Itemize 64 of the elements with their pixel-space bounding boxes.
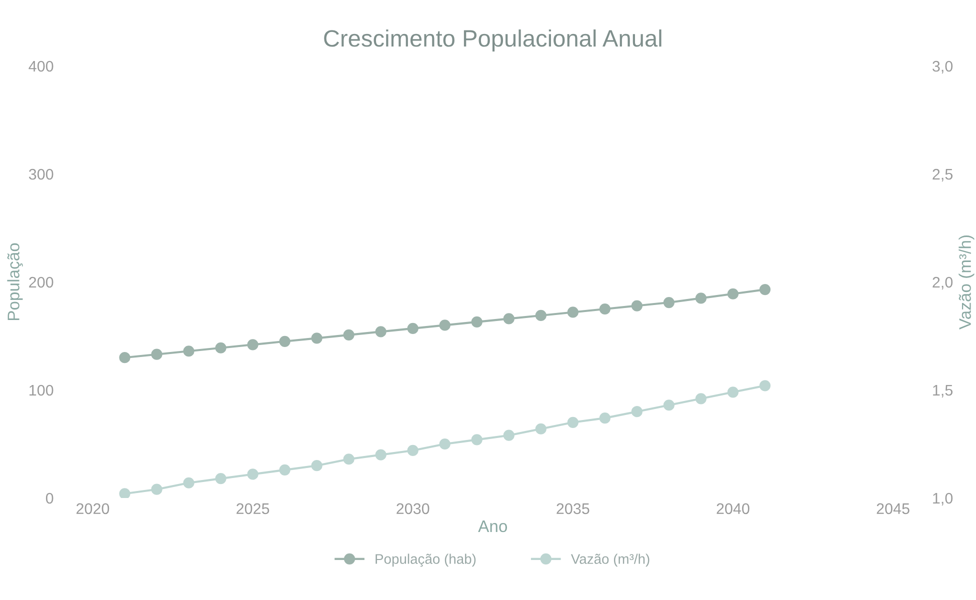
point (215, 473, 226, 484)
legend-label: Vazão (m³/h) (570, 554, 650, 567)
point (567, 306, 578, 318)
point (119, 488, 130, 498)
point (311, 460, 322, 472)
point (247, 339, 258, 350)
legend-label: População (hab) (376, 554, 476, 567)
point (535, 310, 546, 322)
chart-title: Crescimento Populacional Anual (324, 29, 662, 52)
y2-tick-label: 3,0 (932, 60, 953, 74)
point (343, 454, 354, 465)
point (759, 380, 771, 392)
point (471, 434, 482, 446)
point (727, 288, 739, 300)
point (631, 406, 642, 418)
point (727, 386, 739, 398)
point (503, 313, 514, 324)
point (503, 430, 514, 441)
point (279, 336, 290, 347)
point (663, 400, 675, 411)
point (151, 484, 162, 495)
point (407, 444, 418, 456)
x-tick-label: 2045 (876, 503, 910, 514)
point (663, 296, 675, 308)
x-tick-label: 2035 (556, 503, 590, 514)
x-tick-label: 2020 (76, 503, 110, 514)
y2-tick-label: 2,5 (932, 168, 953, 182)
y-tick-label: 200 (29, 276, 54, 288)
point (599, 303, 610, 315)
point (183, 477, 194, 488)
y-tick-label: 400 (28, 60, 54, 72)
x-tick-label: 2030 (396, 503, 430, 514)
point (599, 412, 610, 424)
point (695, 393, 707, 404)
y2-tick-label: 2,0 (932, 276, 953, 290)
point (119, 352, 130, 364)
y-tick-label: 0 (46, 492, 54, 504)
point (407, 322, 418, 334)
point (439, 438, 450, 450)
point (151, 348, 162, 360)
x-tick-label: 2025 (236, 503, 270, 514)
y2-tick-label: 1,5 (933, 385, 953, 398)
y2-axis-title: Vazão (m³/h) (958, 235, 974, 330)
y-axis-title: População (7, 243, 23, 320)
point (247, 468, 258, 480)
point (215, 342, 226, 354)
point (631, 300, 642, 312)
point (343, 329, 354, 340)
point (439, 320, 450, 331)
point (759, 284, 771, 296)
point (311, 332, 322, 344)
x-tick-label: 2040 (716, 503, 750, 514)
x-axis-title: Ano (478, 520, 508, 532)
y-tick-label: 300 (28, 168, 54, 180)
point (375, 449, 386, 460)
point (471, 316, 482, 328)
point (279, 464, 290, 476)
point (567, 416, 578, 428)
point (695, 292, 707, 304)
y2-tick-label: 1,0 (933, 492, 953, 506)
y-tick-label: 100 (30, 384, 54, 396)
point (535, 423, 546, 434)
point (183, 346, 194, 357)
point (375, 326, 386, 338)
